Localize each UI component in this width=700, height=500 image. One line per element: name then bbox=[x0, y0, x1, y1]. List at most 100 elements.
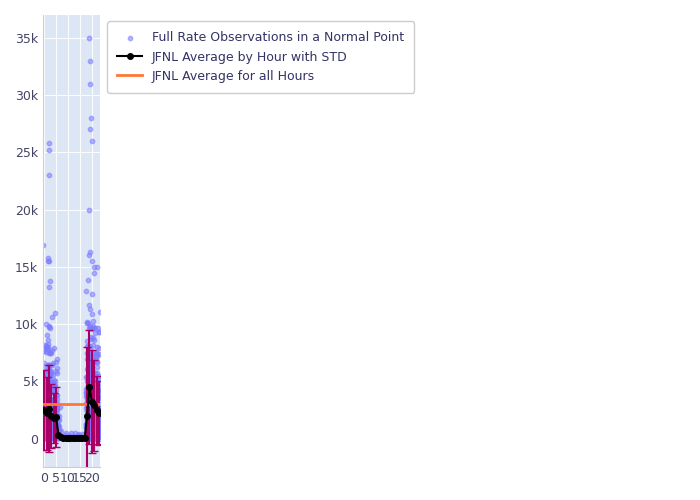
Full Rate Observations in a Normal Point bbox=[85, 414, 97, 422]
Full Rate Observations in a Normal Point bbox=[82, 395, 93, 403]
Full Rate Observations in a Normal Point bbox=[43, 429, 55, 437]
Full Rate Observations in a Normal Point bbox=[85, 392, 96, 400]
Full Rate Observations in a Normal Point bbox=[85, 406, 96, 414]
Full Rate Observations in a Normal Point bbox=[46, 426, 57, 434]
Full Rate Observations in a Normal Point bbox=[48, 431, 59, 439]
Full Rate Observations in a Normal Point bbox=[46, 416, 57, 424]
Full Rate Observations in a Normal Point bbox=[84, 396, 95, 404]
Full Rate Observations in a Normal Point bbox=[91, 432, 102, 440]
Full Rate Observations in a Normal Point bbox=[45, 324, 56, 332]
Full Rate Observations in a Normal Point bbox=[91, 422, 102, 430]
Full Rate Observations in a Normal Point bbox=[39, 410, 50, 418]
Full Rate Observations in a Normal Point bbox=[89, 426, 100, 434]
Full Rate Observations in a Normal Point bbox=[92, 387, 103, 395]
Full Rate Observations in a Normal Point bbox=[87, 429, 98, 437]
Full Rate Observations in a Normal Point bbox=[85, 430, 97, 438]
Full Rate Observations in a Normal Point bbox=[47, 428, 58, 436]
Full Rate Observations in a Normal Point bbox=[85, 428, 96, 436]
Full Rate Observations in a Normal Point bbox=[51, 368, 62, 376]
Full Rate Observations in a Normal Point bbox=[46, 419, 57, 427]
Full Rate Observations in a Normal Point bbox=[84, 420, 95, 428]
Full Rate Observations in a Normal Point bbox=[48, 420, 59, 428]
JFNL Average by Hour with STD bbox=[83, 412, 91, 418]
Full Rate Observations in a Normal Point bbox=[43, 433, 54, 441]
Full Rate Observations in a Normal Point bbox=[86, 411, 97, 419]
Full Rate Observations in a Normal Point bbox=[90, 426, 101, 434]
JFNL Average by Hour with STD bbox=[94, 410, 103, 416]
Full Rate Observations in a Normal Point bbox=[38, 376, 50, 384]
Full Rate Observations in a Normal Point bbox=[51, 426, 62, 434]
Full Rate Observations in a Normal Point bbox=[50, 428, 61, 436]
Full Rate Observations in a Normal Point bbox=[89, 390, 100, 398]
Full Rate Observations in a Normal Point bbox=[89, 375, 100, 383]
Full Rate Observations in a Normal Point bbox=[39, 424, 50, 432]
Full Rate Observations in a Normal Point bbox=[83, 424, 94, 432]
Full Rate Observations in a Normal Point bbox=[90, 420, 101, 428]
Full Rate Observations in a Normal Point bbox=[49, 425, 60, 433]
Full Rate Observations in a Normal Point bbox=[39, 401, 50, 409]
Full Rate Observations in a Normal Point bbox=[46, 388, 57, 396]
Full Rate Observations in a Normal Point bbox=[48, 426, 59, 434]
Full Rate Observations in a Normal Point bbox=[89, 368, 100, 376]
Full Rate Observations in a Normal Point bbox=[88, 419, 99, 427]
Full Rate Observations in a Normal Point bbox=[42, 343, 53, 351]
Full Rate Observations in a Normal Point bbox=[92, 432, 103, 440]
Full Rate Observations in a Normal Point bbox=[86, 414, 97, 422]
Full Rate Observations in a Normal Point bbox=[83, 388, 94, 396]
Full Rate Observations in a Normal Point bbox=[84, 396, 95, 404]
Full Rate Observations in a Normal Point bbox=[41, 400, 52, 408]
Full Rate Observations in a Normal Point bbox=[50, 366, 62, 374]
Full Rate Observations in a Normal Point bbox=[80, 434, 91, 442]
Full Rate Observations in a Normal Point bbox=[50, 424, 61, 432]
Full Rate Observations in a Normal Point bbox=[91, 407, 102, 415]
Full Rate Observations in a Normal Point bbox=[88, 424, 99, 432]
JFNL Average by Hour with STD bbox=[52, 414, 60, 420]
Full Rate Observations in a Normal Point bbox=[84, 429, 95, 437]
Full Rate Observations in a Normal Point bbox=[44, 372, 55, 380]
Full Rate Observations in a Normal Point bbox=[41, 428, 52, 436]
Full Rate Observations in a Normal Point bbox=[46, 423, 57, 431]
Full Rate Observations in a Normal Point bbox=[90, 416, 101, 424]
Full Rate Observations in a Normal Point bbox=[47, 416, 58, 424]
Full Rate Observations in a Normal Point bbox=[41, 422, 52, 430]
Full Rate Observations in a Normal Point bbox=[83, 388, 94, 396]
Full Rate Observations in a Normal Point bbox=[90, 430, 101, 438]
Full Rate Observations in a Normal Point bbox=[90, 415, 101, 423]
Full Rate Observations in a Normal Point bbox=[41, 407, 52, 415]
Full Rate Observations in a Normal Point bbox=[85, 416, 96, 424]
Full Rate Observations in a Normal Point bbox=[83, 422, 94, 430]
Full Rate Observations in a Normal Point bbox=[41, 392, 52, 400]
Full Rate Observations in a Normal Point bbox=[54, 434, 65, 442]
Full Rate Observations in a Normal Point bbox=[91, 410, 102, 418]
Full Rate Observations in a Normal Point bbox=[82, 413, 93, 421]
Full Rate Observations in a Normal Point bbox=[43, 428, 54, 436]
Full Rate Observations in a Normal Point bbox=[94, 426, 105, 434]
Full Rate Observations in a Normal Point bbox=[81, 384, 92, 392]
Full Rate Observations in a Normal Point bbox=[85, 408, 97, 416]
Full Rate Observations in a Normal Point bbox=[43, 362, 54, 370]
Full Rate Observations in a Normal Point bbox=[88, 352, 99, 360]
Full Rate Observations in a Normal Point bbox=[46, 418, 57, 426]
Full Rate Observations in a Normal Point bbox=[80, 385, 92, 393]
Full Rate Observations in a Normal Point bbox=[38, 410, 49, 418]
Full Rate Observations in a Normal Point bbox=[89, 398, 100, 406]
Full Rate Observations in a Normal Point bbox=[85, 409, 96, 417]
Full Rate Observations in a Normal Point bbox=[94, 430, 105, 438]
Full Rate Observations in a Normal Point bbox=[86, 428, 97, 436]
Full Rate Observations in a Normal Point bbox=[50, 434, 62, 442]
Full Rate Observations in a Normal Point bbox=[87, 427, 98, 435]
Full Rate Observations in a Normal Point bbox=[82, 377, 93, 385]
Full Rate Observations in a Normal Point bbox=[83, 422, 94, 430]
Full Rate Observations in a Normal Point bbox=[40, 410, 51, 418]
Full Rate Observations in a Normal Point bbox=[44, 400, 55, 408]
Full Rate Observations in a Normal Point bbox=[84, 420, 95, 428]
Full Rate Observations in a Normal Point bbox=[46, 380, 57, 388]
Full Rate Observations in a Normal Point bbox=[94, 328, 105, 336]
Full Rate Observations in a Normal Point bbox=[90, 416, 101, 424]
Full Rate Observations in a Normal Point bbox=[41, 433, 52, 441]
Full Rate Observations in a Normal Point bbox=[83, 432, 94, 440]
Full Rate Observations in a Normal Point bbox=[40, 414, 51, 422]
Full Rate Observations in a Normal Point bbox=[89, 424, 100, 432]
Full Rate Observations in a Normal Point bbox=[50, 428, 61, 436]
Full Rate Observations in a Normal Point bbox=[67, 434, 78, 442]
